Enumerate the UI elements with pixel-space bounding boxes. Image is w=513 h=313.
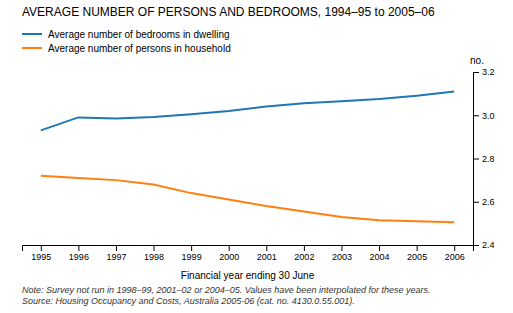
x-tick: 2000 (219, 245, 239, 262)
y-tick-mark (473, 202, 479, 203)
y-tick: 2.8 (473, 154, 495, 164)
x-tick-label: 1998 (144, 252, 164, 262)
x-tick-mark (41, 245, 42, 251)
y-tick-label: 2.8 (482, 154, 495, 164)
x-tick: 1995 (31, 245, 51, 262)
x-tick-label: 2001 (257, 252, 277, 262)
y-tick: 2.4 (473, 240, 495, 250)
title: AVERAGE NUMBER OF PERSONS AND BEDROOMS, … (22, 5, 435, 19)
x-tick-label: 2000 (219, 252, 239, 262)
x-tick-mark (417, 245, 418, 251)
x-tick: 2001 (257, 245, 277, 262)
y-tick-label: 2.6 (482, 197, 495, 207)
x-tick-mark (116, 245, 117, 251)
x-tick-mark (229, 245, 230, 251)
x-tick-mark (304, 245, 305, 251)
x-tick-label: 2004 (370, 252, 390, 262)
x-tick: 2006 (445, 245, 465, 262)
x-tick-label: 2002 (294, 252, 314, 262)
x-tick: 1999 (182, 245, 202, 262)
y-tick-label: 3.0 (482, 111, 495, 121)
legend-swatch (22, 47, 42, 49)
note: Source: Housing Occupancy and Costs, Aus… (22, 296, 355, 306)
x-tick-label: 2003 (332, 252, 352, 262)
y-axis-title: no. (470, 55, 484, 66)
x-tick-mark (341, 245, 342, 251)
series-line (41, 91, 454, 130)
y-tick: 3.2 (473, 67, 495, 77)
x-tick-label: 2005 (407, 252, 427, 262)
y-tick-label: 3.2 (482, 67, 495, 77)
y-tick-mark (473, 159, 479, 160)
x-tick: 2003 (332, 245, 352, 262)
x-tick-mark (154, 245, 155, 251)
x-tick: 2002 (294, 245, 314, 262)
x-tick-label: 1997 (106, 252, 126, 262)
x-tick-label: 1995 (31, 252, 51, 262)
y-tick-mark (473, 115, 479, 116)
legend-label: Average number of persons in household (48, 43, 231, 54)
text-line: AVERAGE NUMBER OF PERSONS AND BEDROOMS, … (22, 5, 435, 19)
x-tick-mark (454, 245, 455, 251)
x-axis: 1995 1996 1997 1998 1999 2000 2001 2002 2003 2004… (23, 245, 474, 262)
series-line (41, 176, 454, 222)
x-tick: 1998 (144, 245, 164, 262)
x-tick-label: 2006 (445, 252, 465, 262)
y-axis: 2.4 2.6 2.8 3.0 3.2 (473, 67, 495, 250)
x-tick-mark (379, 245, 380, 251)
x-tick: 1996 (69, 245, 89, 262)
x-tick-label: 1999 (182, 252, 202, 262)
x-tick-mark (78, 245, 79, 251)
x-axis-line (23, 246, 474, 252)
text-line: Source: Housing Occupancy and Costs, Aus… (22, 296, 355, 306)
text-line: Note: Survey not run in 1998–99, 2001–02… (22, 285, 430, 295)
notes: Note: Survey not run in 1998–99, 2001–02… (22, 285, 430, 306)
x-tick-label: 1996 (69, 252, 89, 262)
note: Note: Survey not run in 1998–99, 2001–02… (22, 285, 430, 295)
legend-label: Average number of bedrooms in dwelling (48, 29, 230, 40)
y-axis-line (474, 73, 480, 246)
y-tick: 2.6 (473, 197, 495, 207)
x-tick-mark (266, 245, 267, 251)
legend-swatch (22, 33, 42, 35)
y-tick-mark (473, 245, 479, 246)
x-tick: 2004 (370, 245, 390, 262)
y-tick-label: 2.4 (482, 240, 495, 250)
chart: AVERAGE NUMBER OF PERSONS AND BEDROOMS, … (0, 0, 513, 313)
x-tick: 2005 (407, 245, 427, 262)
x-tick-mark (191, 245, 192, 251)
x-tick: 1997 (106, 245, 126, 262)
y-tick: 3.0 (473, 111, 495, 121)
y-tick-mark (473, 72, 479, 73)
plot-area (41, 91, 454, 222)
legend: Average number of bedrooms in dwelling Av… (22, 29, 231, 54)
x-axis-title: Financial year ending 30 June (181, 270, 315, 281)
